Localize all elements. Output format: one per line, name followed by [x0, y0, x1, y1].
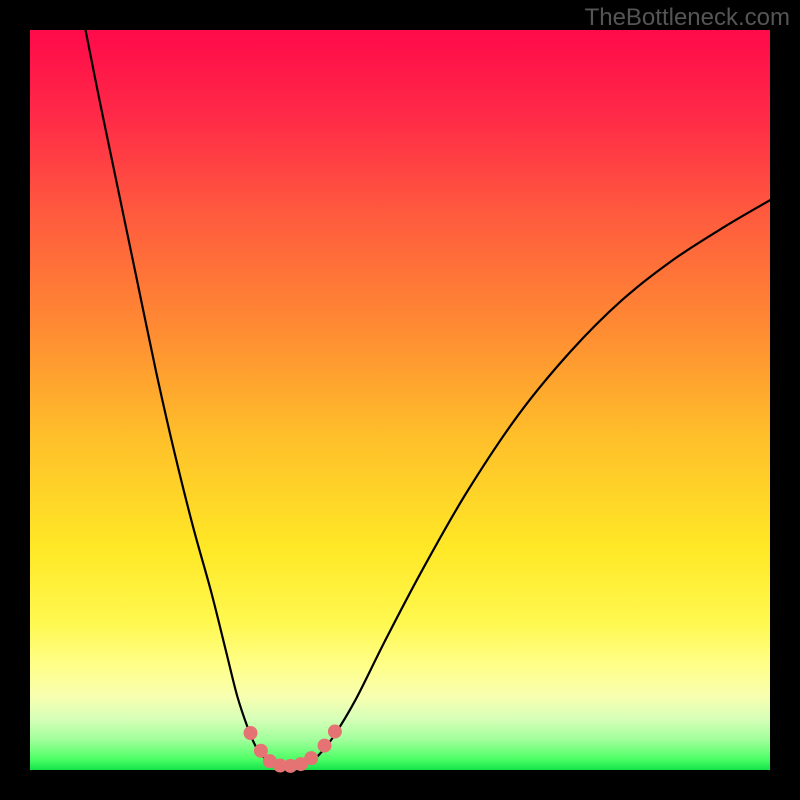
- marker-point: [304, 751, 318, 765]
- watermark-text: TheBottleneck.com: [585, 4, 790, 32]
- bottleneck-curve-plot: [0, 0, 800, 800]
- marker-point: [244, 726, 258, 740]
- marker-point: [318, 739, 332, 753]
- chart-frame: TheBottleneck.com: [0, 0, 800, 800]
- gradient-background: [30, 30, 770, 770]
- marker-point: [328, 725, 342, 739]
